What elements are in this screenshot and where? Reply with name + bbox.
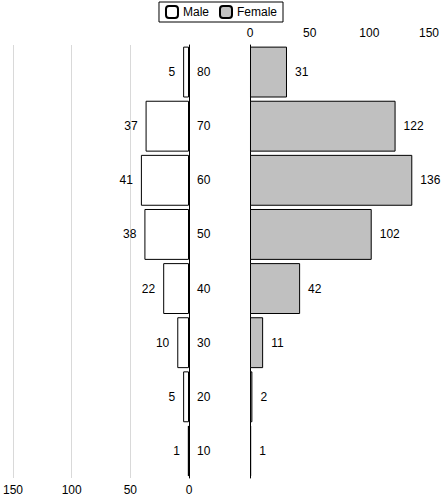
svg-text:1: 1 [173, 444, 180, 458]
svg-text:10: 10 [156, 336, 170, 350]
svg-text:0: 0 [247, 26, 254, 40]
svg-text:100: 100 [359, 26, 379, 40]
svg-text:22: 22 [142, 282, 156, 296]
svg-text:38: 38 [123, 227, 137, 241]
svg-text:150: 150 [3, 483, 23, 497]
svg-text:102: 102 [380, 227, 400, 241]
svg-text:60: 60 [197, 173, 211, 187]
svg-text:50: 50 [124, 483, 138, 497]
svg-text:37: 37 [124, 119, 138, 133]
svg-text:136: 136 [420, 173, 440, 187]
svg-text:50: 50 [197, 227, 211, 241]
svg-text:30: 30 [197, 336, 211, 350]
svg-text:10: 10 [197, 444, 211, 458]
svg-text:0: 0 [186, 483, 193, 497]
svg-text:31: 31 [295, 65, 309, 79]
svg-text:40: 40 [197, 282, 211, 296]
svg-text:150: 150 [419, 26, 439, 40]
svg-text:20: 20 [197, 390, 211, 404]
svg-text:5: 5 [168, 65, 175, 79]
svg-text:1: 1 [259, 444, 266, 458]
svg-text:5: 5 [168, 390, 175, 404]
svg-text:11: 11 [271, 336, 284, 350]
svg-text:Male: Male [183, 5, 209, 19]
svg-text:80: 80 [197, 65, 211, 79]
svg-text:50: 50 [303, 26, 317, 40]
svg-text:122: 122 [404, 119, 424, 133]
svg-text:2: 2 [260, 390, 267, 404]
svg-text:41: 41 [120, 173, 134, 187]
svg-text:42: 42 [308, 282, 322, 296]
svg-text:100: 100 [62, 483, 82, 497]
svg-text:Female: Female [237, 5, 277, 19]
svg-text:70: 70 [197, 119, 211, 133]
